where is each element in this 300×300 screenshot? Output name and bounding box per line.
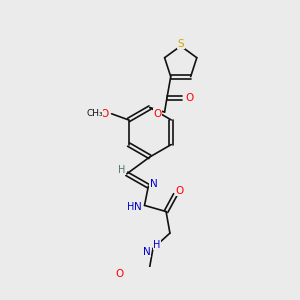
Text: H: H	[118, 165, 126, 175]
Text: N: N	[134, 202, 142, 212]
Text: H: H	[127, 202, 134, 212]
Text: O: O	[185, 93, 193, 103]
Text: N: N	[143, 247, 151, 256]
Text: S: S	[177, 39, 184, 49]
Text: CH₃: CH₃	[86, 109, 103, 118]
Text: O: O	[100, 109, 109, 119]
Text: O: O	[176, 186, 184, 196]
Text: O: O	[116, 269, 124, 279]
Text: H: H	[153, 240, 160, 250]
Text: O: O	[154, 109, 162, 118]
Text: N: N	[150, 179, 158, 189]
